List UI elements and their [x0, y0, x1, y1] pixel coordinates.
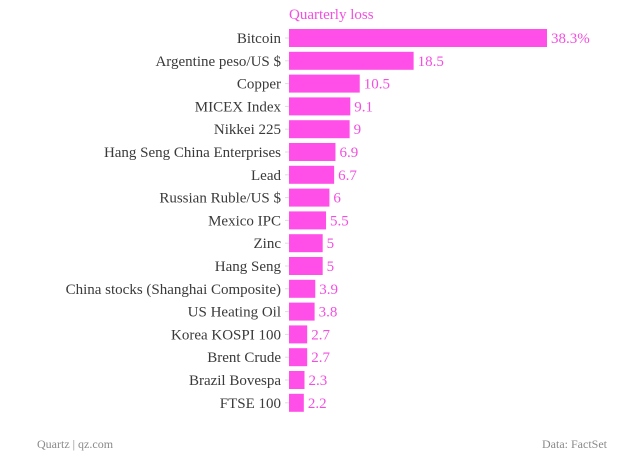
- bar: [289, 257, 323, 275]
- bar: [289, 74, 360, 93]
- bars-group: Bitcoin 38.3% Argentine peso/US $ 18.5 Coppe…: [66, 29, 590, 412]
- bar: [289, 393, 304, 412]
- category-label: Hang Seng: [215, 259, 282, 275]
- value-label: 5.5: [330, 213, 349, 229]
- value-label: 6.7: [338, 168, 357, 184]
- value-label: 6: [333, 191, 341, 207]
- category-label: Mexico IPC: [208, 213, 281, 229]
- bar: [289, 302, 315, 321]
- value-label: 5: [327, 236, 335, 252]
- value-label: 2.7: [311, 327, 330, 343]
- chart-title: Quarterly loss: [289, 7, 374, 23]
- value-label: 6.9: [339, 145, 358, 161]
- value-label: 18.5: [418, 54, 444, 70]
- value-label: 3.8: [319, 305, 338, 321]
- bar: [289, 188, 330, 207]
- footer-source-left: Quartz | qz.com: [37, 437, 114, 451]
- category-label: Zinc: [254, 236, 282, 252]
- category-label: Copper: [237, 77, 281, 93]
- bar: [289, 120, 350, 139]
- category-label: Nikkei 225: [214, 122, 281, 138]
- bar: [289, 234, 323, 253]
- value-label: 2.3: [308, 373, 327, 389]
- bar: [289, 211, 327, 230]
- bar: [289, 51, 414, 70]
- category-label: Korea KOSPI 100: [171, 327, 281, 343]
- category-label: FTSE 100: [220, 396, 281, 412]
- category-label: Lead: [251, 168, 281, 184]
- bar: [289, 97, 351, 116]
- bar: [289, 165, 335, 184]
- value-label: 3.9: [319, 282, 338, 298]
- bar: [289, 143, 336, 161]
- bar: [289, 279, 316, 298]
- value-label: 10.5: [364, 77, 390, 93]
- value-label: 38.3%: [551, 31, 590, 47]
- category-label: US Heating Oil: [188, 305, 281, 321]
- bar: [289, 29, 547, 47]
- category-label: Bitcoin: [237, 31, 282, 47]
- bar: [289, 348, 308, 367]
- value-label: 2.7: [311, 350, 330, 366]
- value-label: 9: [354, 122, 362, 138]
- bar: [289, 325, 308, 344]
- category-label: Argentine peso/US $: [155, 54, 281, 70]
- category-label: Brazil Bovespa: [189, 373, 281, 389]
- bar: [289, 371, 305, 389]
- category-label: Brent Crude: [207, 350, 281, 366]
- category-label: Russian Ruble/US $: [159, 191, 281, 207]
- value-label: 5: [327, 259, 335, 275]
- footer-source-right: Data: FactSet: [542, 437, 608, 451]
- category-label: China stocks (Shanghai Composite): [66, 282, 281, 298]
- value-label: 2.2: [308, 396, 327, 412]
- category-label: Hang Seng China Enterprises: [104, 145, 281, 161]
- value-label: 9.1: [354, 99, 373, 115]
- category-label: MICEX Index: [195, 99, 282, 115]
